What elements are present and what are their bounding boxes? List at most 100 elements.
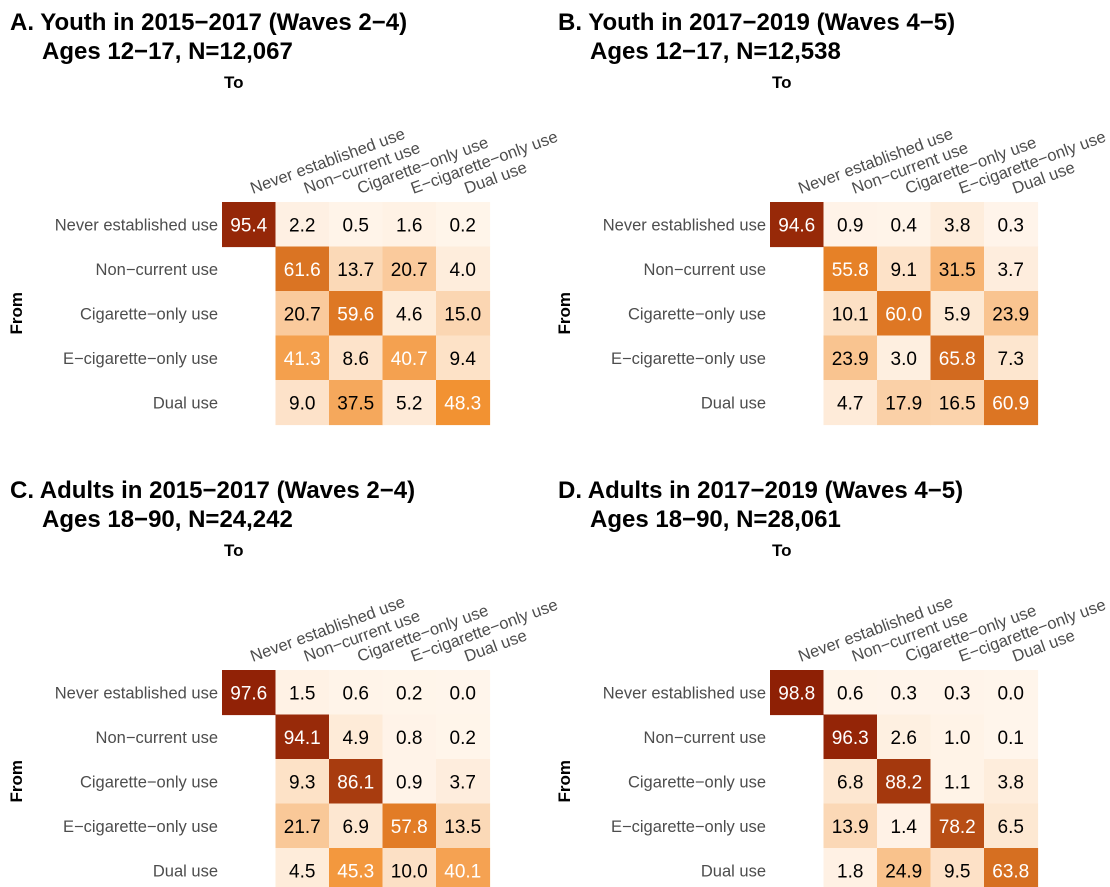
panel-c: C. Adults in 2015−2017 (Waves 2−4)Ages 1… <box>7 477 560 887</box>
heatmap-cell <box>436 714 491 760</box>
cell-value-label: 63.8 <box>992 861 1029 882</box>
cell-value-label: 3.8 <box>998 772 1024 793</box>
cell-value-label: 55.8 <box>832 260 869 281</box>
cell-value-label: 2.2 <box>289 215 315 236</box>
cell-value-label: 0.6 <box>837 683 863 704</box>
cell-value-label: 0.1 <box>998 728 1024 749</box>
cell-value-label: 1.5 <box>289 683 315 704</box>
row-tick-label: Non−current use <box>96 261 218 279</box>
cell-value-label: 6.5 <box>998 817 1024 838</box>
cell-value-label: 5.2 <box>396 393 422 414</box>
panel-d: D. Adults in 2017−2019 (Waves 4−5)Ages 1… <box>555 477 1108 887</box>
heatmap-cell <box>329 848 384 887</box>
row-tick-label: Never established use <box>603 216 766 234</box>
y-axis-title: From <box>7 292 26 335</box>
heatmap-cell <box>823 246 878 292</box>
heatmap-cell <box>930 202 985 248</box>
heatmap-cell <box>329 202 384 248</box>
heatmap-cell <box>436 202 491 248</box>
heatmap-cell <box>877 246 932 292</box>
heatmap-cell <box>823 202 878 248</box>
heatmap-cell <box>275 848 330 887</box>
cell-value-label: 0.0 <box>998 683 1024 704</box>
heatmap-cell <box>436 803 491 849</box>
heatmap-cell <box>222 202 277 248</box>
cell-value-label: 3.0 <box>891 349 917 370</box>
cell-value-label: 48.3 <box>444 393 481 414</box>
row-tick-label: Non−current use <box>644 261 766 279</box>
cell-value-label: 10.1 <box>832 304 869 325</box>
heatmap-cell <box>823 803 878 849</box>
cell-value-label: 1.4 <box>891 817 918 838</box>
cell-value-label: 96.3 <box>832 728 869 749</box>
cell-value-label: 78.2 <box>939 817 976 838</box>
cell-value-label: 4.7 <box>837 393 863 414</box>
cell-value-label: 6.9 <box>343 817 369 838</box>
heatmap-cell <box>436 246 491 292</box>
heatmap-cell <box>984 848 1039 887</box>
heatmap-cell <box>823 670 878 716</box>
panel-title: C. Adults in 2015−2017 (Waves 2−4) <box>10 477 415 504</box>
cell-value-label: 0.5 <box>343 215 369 236</box>
cell-value-label: 86.1 <box>337 772 374 793</box>
cell-value-label: 1.0 <box>944 728 970 749</box>
cell-value-label: 40.1 <box>444 861 481 882</box>
cell-value-label: 4.5 <box>289 861 315 882</box>
cell-value-label: 9.5 <box>944 861 970 882</box>
heatmap-cell <box>877 759 932 805</box>
cell-value-label: 41.3 <box>284 349 321 370</box>
row-tick-label: Dual use <box>153 394 218 412</box>
heatmap-cell <box>382 335 437 381</box>
cell-value-label: 3.8 <box>944 215 970 236</box>
heatmap-cell <box>382 291 437 337</box>
heatmap-cell <box>770 202 825 248</box>
cell-value-label: 9.1 <box>891 260 917 281</box>
cell-value-label: 9.4 <box>450 349 477 370</box>
cell-value-label: 40.7 <box>391 349 428 370</box>
cell-value-label: 88.2 <box>885 772 922 793</box>
panel-a: A. Youth in 2015−2017 (Waves 2−4)Ages 12… <box>7 9 560 426</box>
cell-value-label: 0.3 <box>944 683 970 704</box>
heatmap-cell <box>275 670 330 716</box>
heatmap-cell <box>984 335 1039 381</box>
cell-value-label: 60.0 <box>885 304 922 325</box>
heatmap-cell <box>984 202 1039 248</box>
heatmap-cell <box>382 803 437 849</box>
cell-value-label: 0.2 <box>450 728 476 749</box>
cell-value-label: 61.6 <box>284 260 321 281</box>
row-tick-label: Dual use <box>701 862 766 880</box>
row-tick-label: E−cigarette−only use <box>63 350 218 368</box>
heatmap-cell <box>382 759 437 805</box>
heatmap-cell <box>823 848 878 887</box>
heatmap-cell <box>984 380 1039 426</box>
cell-value-label: 94.6 <box>778 215 815 236</box>
cell-value-label: 94.1 <box>284 728 321 749</box>
cell-value-label: 95.4 <box>230 215 267 236</box>
panel-title: A. Youth in 2015−2017 (Waves 2−4) <box>10 9 407 36</box>
heatmap-cell <box>329 670 384 716</box>
heatmap-cell <box>877 335 932 381</box>
cell-value-label: 45.3 <box>337 861 374 882</box>
heatmap-cell <box>382 714 437 760</box>
heatmap-cell <box>877 714 932 760</box>
heatmap-cell <box>823 714 878 760</box>
row-tick-label: Cigarette−only use <box>628 305 766 323</box>
cell-value-label: 0.9 <box>396 772 422 793</box>
row-tick-label: E−cigarette−only use <box>611 818 766 836</box>
cell-value-label: 98.8 <box>778 683 815 704</box>
row-tick-label: Cigarette−only use <box>80 773 218 791</box>
panel-title: D. Adults in 2017−2019 (Waves 4−5) <box>558 477 963 504</box>
heatmap-cell <box>329 759 384 805</box>
cell-value-label: 6.8 <box>837 772 863 793</box>
heatmap-cell <box>275 380 330 426</box>
heatmap-cell <box>877 670 932 716</box>
x-axis-title: To <box>772 541 792 560</box>
cell-value-label: 4.9 <box>343 728 369 749</box>
heatmap-cell <box>930 714 985 760</box>
panel-b: B. Youth in 2017−2019 (Waves 4−5)Ages 12… <box>555 9 1108 426</box>
cell-value-label: 15.0 <box>444 304 481 325</box>
cell-value-label: 23.9 <box>992 304 1029 325</box>
heatmap-cell <box>877 380 932 426</box>
cell-value-label: 24.9 <box>885 861 922 882</box>
heatmap-cell <box>930 803 985 849</box>
